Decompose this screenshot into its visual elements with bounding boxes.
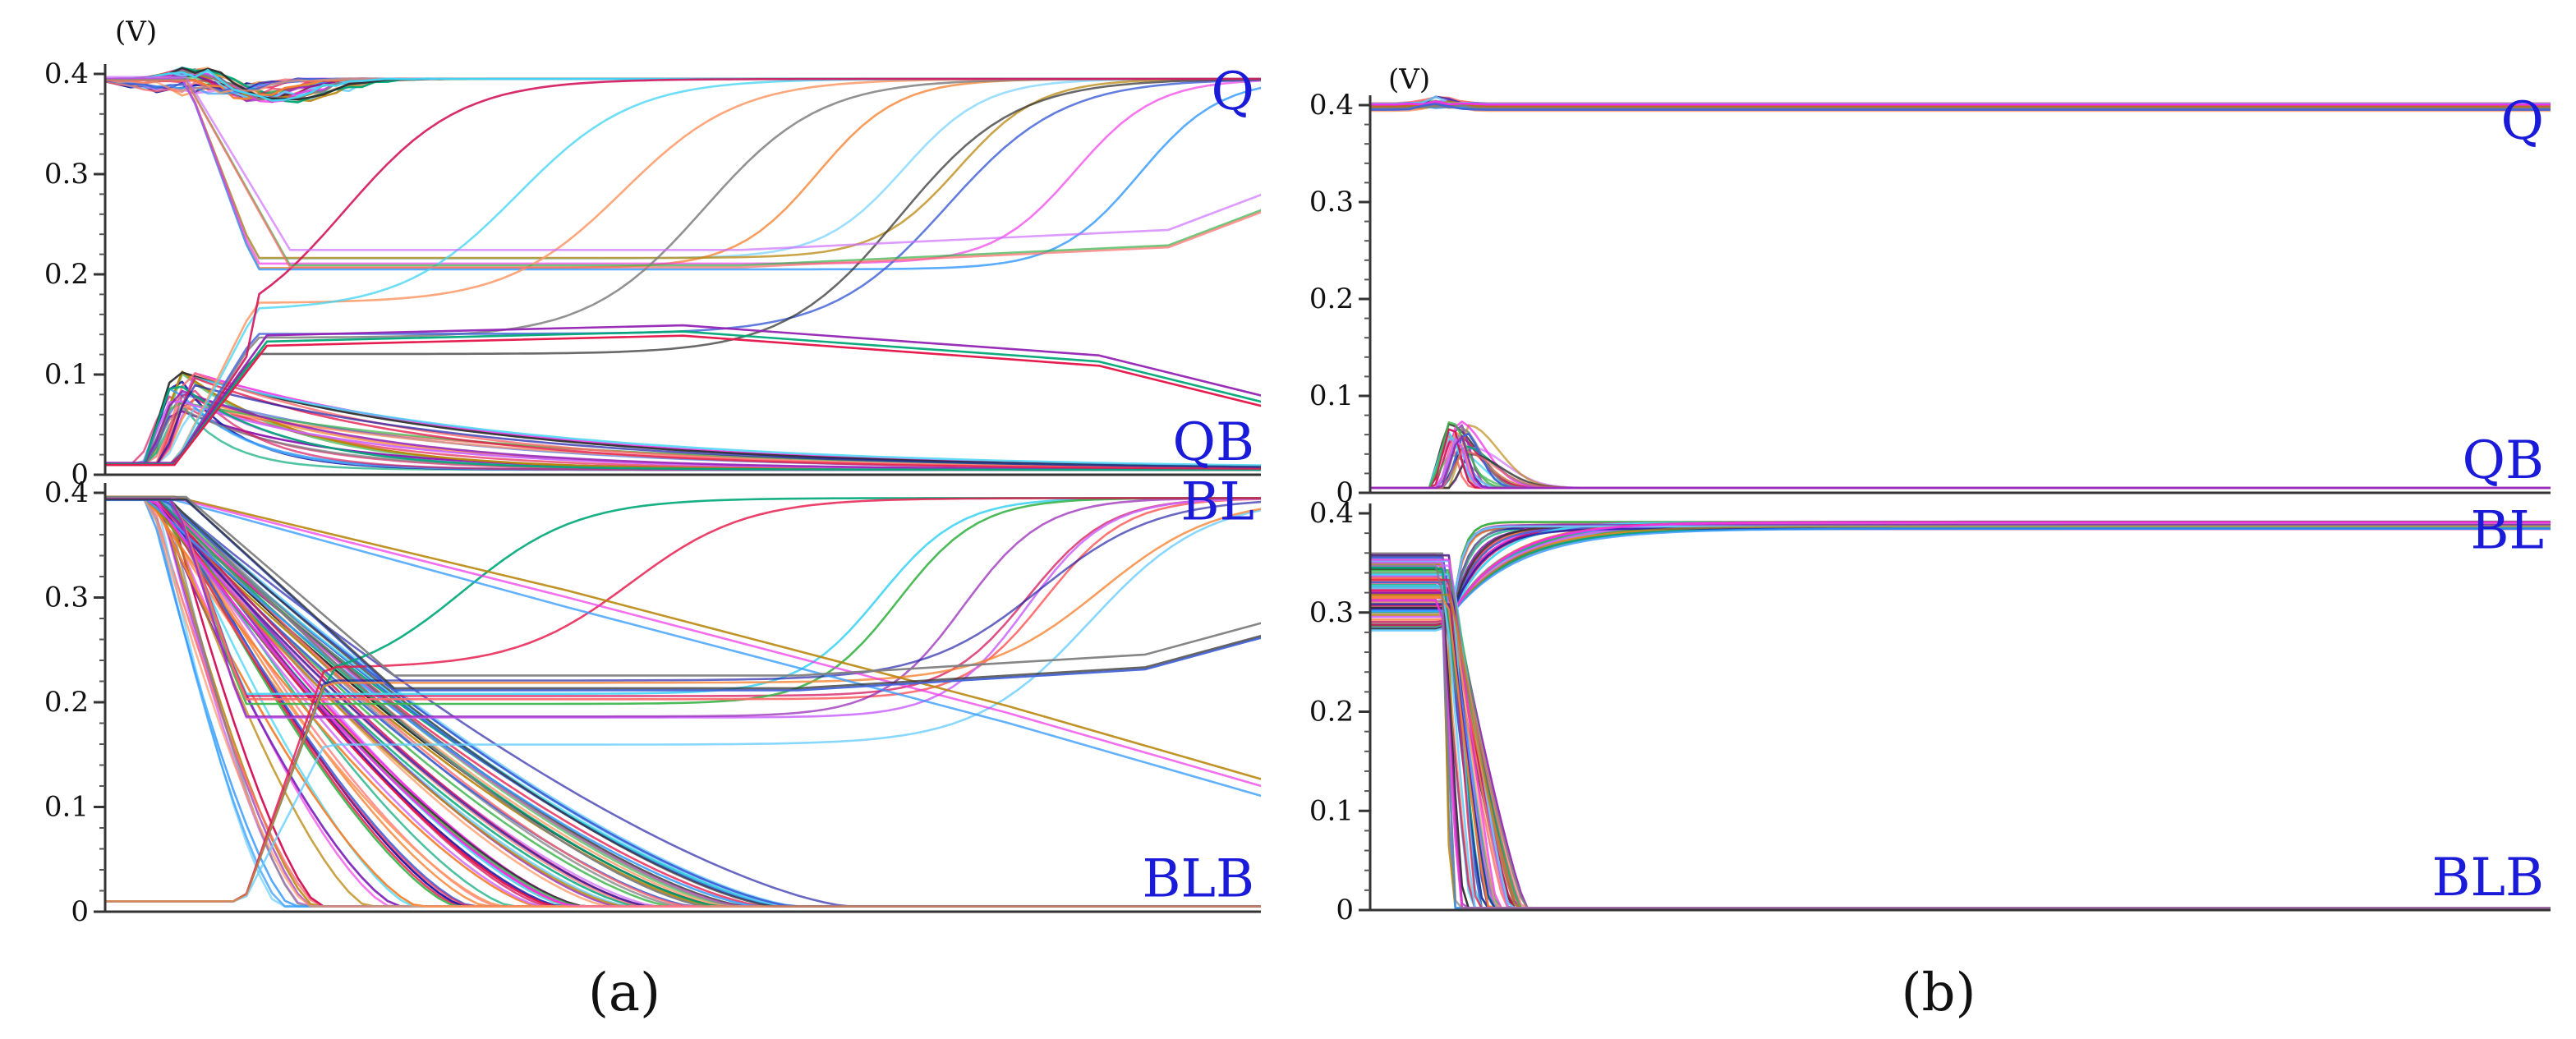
y-tick-label: 0 [1336, 476, 1354, 509]
y-tick-label: 0.1 [1309, 794, 1354, 827]
waveform-trace [105, 498, 1261, 690]
waveform-trace [105, 77, 1261, 467]
y-tick-label: 0.1 [1309, 379, 1354, 412]
waveform-trace [105, 376, 1261, 467]
waveform-trace [105, 385, 1261, 471]
waveform-trace [105, 77, 1261, 260]
y-tick-label: 0 [71, 458, 89, 491]
waveform-trace [105, 76, 1261, 251]
y-tick-label: 0.4 [1309, 497, 1354, 530]
waveform-trace [105, 324, 1261, 464]
y-tick-label: 0.3 [1309, 186, 1354, 218]
y-tick-label: 0.3 [44, 582, 89, 614]
waveform-trace [1370, 104, 2551, 113]
waveform-trace [1370, 524, 2551, 613]
panel-a: (V) 0 0.1 0.2 0.3 0.4 Q QB 0 0.1 0.2 0.3 0.4 BL BLB [44, 16, 1261, 928]
waveform-trace [105, 497, 1261, 706]
subplot-bottom: 0 0.1 0.2 0.3 0.4 BL BLB [1309, 497, 2551, 926]
waveform-trace [1370, 525, 2551, 610]
waveform-trace [105, 334, 1261, 467]
unit-label: (V) [115, 16, 157, 48]
y-tick-label: 0 [71, 895, 89, 928]
waveform-trace [105, 77, 1261, 271]
panel-b: (V) 0 0.1 0.2 0.3 0.4 Q QB 0 0.1 0.2 0.3 0.4 BL BLB [1309, 63, 2551, 926]
y-tick-label: 0.3 [44, 158, 89, 191]
waveform-trace [105, 78, 1261, 467]
signal-label-q: Q [2501, 91, 2544, 152]
y-tick-label: 0.2 [44, 686, 89, 719]
y-tick-label: 0 [1336, 894, 1354, 926]
y-tick-label: 0.4 [1309, 89, 1354, 122]
trace-group [105, 495, 1261, 908]
y-tick-label: 0.1 [44, 791, 89, 824]
subplot-top: 0 0.1 0.2 0.3 0.4 Q QB [44, 57, 1261, 491]
y-tick-label: 0.4 [44, 476, 89, 509]
panel-a-caption: (a) [588, 963, 660, 1023]
signal-label-qb: QB [2463, 430, 2545, 491]
subplot-bottom: 0 0.1 0.2 0.3 0.4 BL BLB [44, 471, 1261, 928]
unit-label: (V) [1388, 63, 1430, 96]
y-tick-label: 0.3 [1309, 596, 1354, 629]
panel-b-caption: (b) [1902, 963, 1976, 1023]
trace-group [105, 66, 1261, 471]
waveform-trace [105, 508, 1261, 903]
signal-label-bl: BL [2470, 500, 2544, 561]
waveform-trace [105, 497, 1261, 701]
signal-label-bl: BL [1180, 471, 1254, 532]
y-tick-label: 0.1 [44, 358, 89, 391]
waveform-trace [105, 77, 1261, 265]
waveform-trace [105, 497, 1261, 908]
waveform-trace [105, 79, 1261, 269]
waveform-trace [105, 497, 1261, 903]
waveform-trace [1370, 103, 2551, 111]
y-tick-label: 0.2 [1309, 696, 1354, 729]
waveform-trace [1370, 564, 2551, 909]
waveform-trace [1370, 104, 2551, 110]
waveform-trace [1370, 527, 2551, 611]
subplot-top: 0 0.1 0.2 0.3 0.4 Q QB [1309, 89, 2551, 509]
signal-label-blb: BLB [1142, 848, 1254, 909]
waveform-trace [1370, 521, 2551, 609]
waveform-trace [1370, 100, 2551, 106]
y-tick-label: 0.2 [44, 258, 89, 291]
waveform-trace [105, 497, 1261, 696]
trace-group [1370, 520, 2551, 909]
waveform-trace [105, 497, 1261, 697]
y-tick-label: 0.4 [44, 57, 89, 90]
y-tick-label: 0.2 [1309, 283, 1354, 315]
trace-group [1370, 95, 2551, 490]
waveform-trace [1370, 434, 2551, 490]
waveform-trace [105, 384, 1261, 468]
waveform-trace [105, 497, 1261, 718]
signal-label-blb: BLB [2431, 848, 2544, 908]
waveform-trace [105, 495, 1261, 677]
signal-label-qb: QB [1173, 412, 1255, 473]
waveform-trace [1370, 100, 2551, 108]
waveform-trace [105, 509, 1261, 903]
signal-label-q: Q [1212, 62, 1254, 122]
